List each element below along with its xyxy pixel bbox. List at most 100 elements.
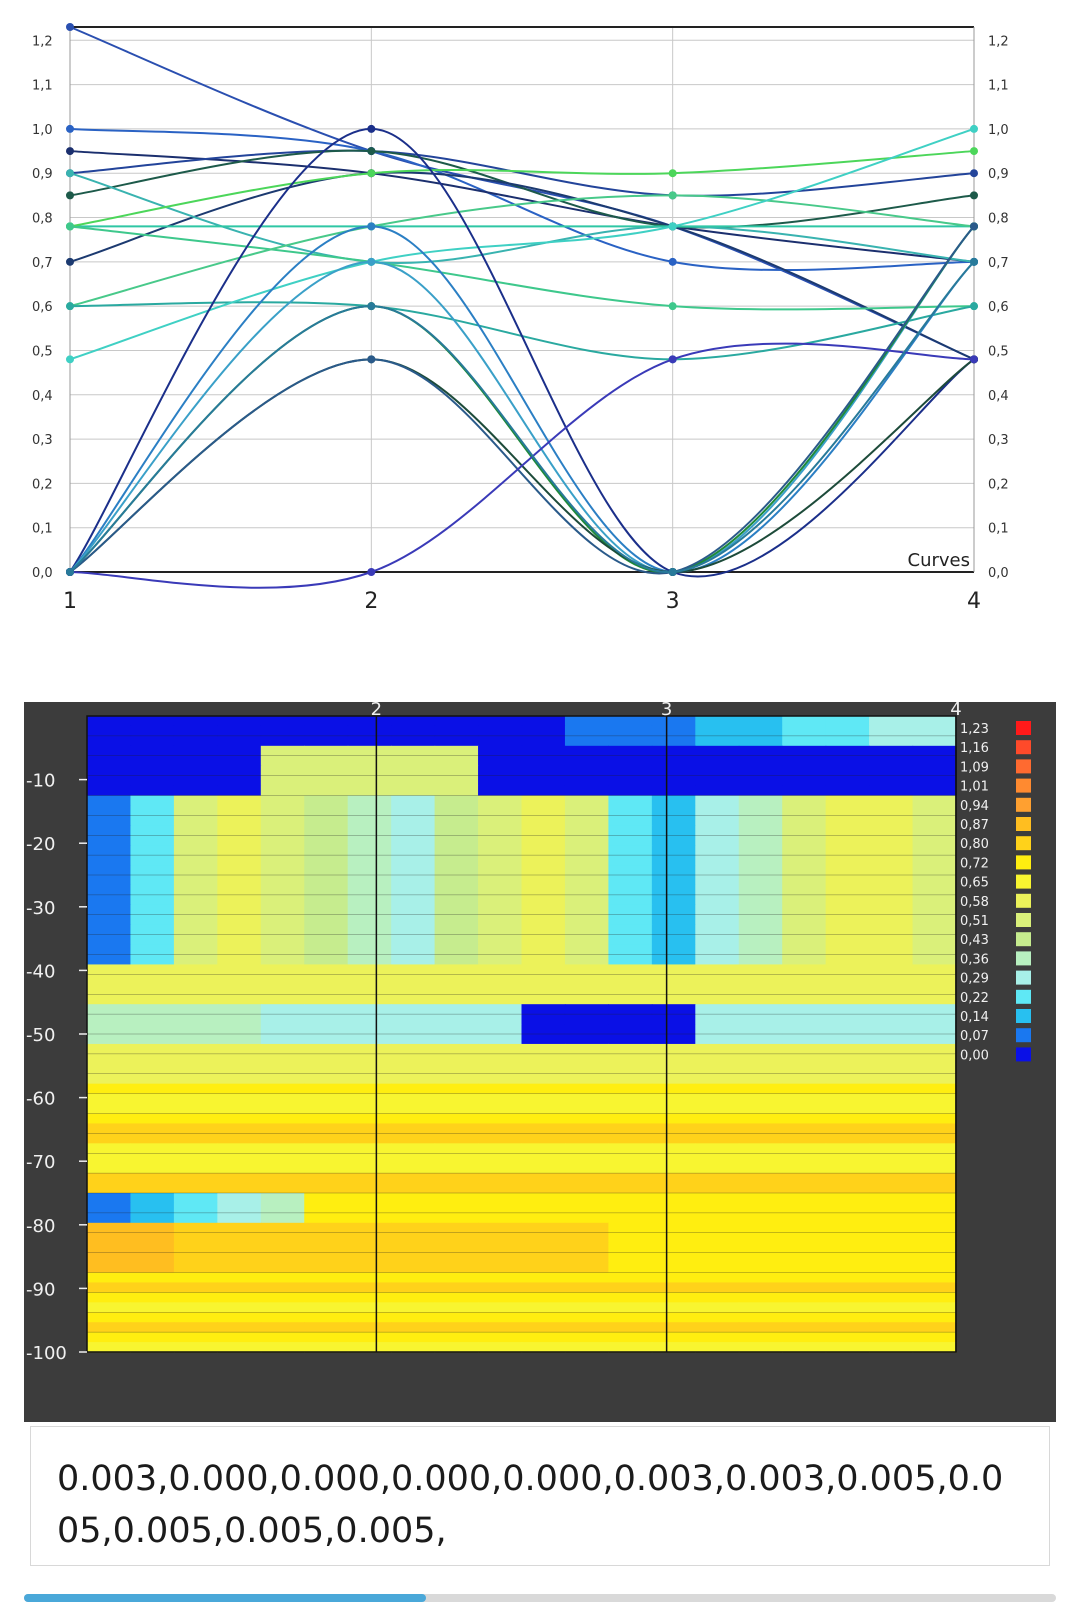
contour-cell <box>695 1133 740 1144</box>
contour-cell <box>521 884 566 896</box>
legend-label: 1,01 <box>960 780 989 795</box>
legend-swatch <box>1016 893 1031 908</box>
contour-cell <box>478 795 523 807</box>
contour-cell <box>391 745 436 757</box>
contour-cell <box>478 1173 523 1184</box>
contour-cell <box>825 974 870 985</box>
contour-cell <box>260 964 305 975</box>
contour-cell <box>347 1093 392 1105</box>
contour-cell <box>564 1043 609 1055</box>
contour-cell <box>564 725 609 737</box>
contour-cell <box>87 1103 132 1115</box>
contour-cell <box>87 1133 132 1144</box>
contour-cell <box>173 1113 218 1125</box>
contour-cell <box>651 1034 696 1045</box>
contour-cell <box>651 1113 696 1125</box>
contour-cell <box>825 825 870 836</box>
contour-cell <box>738 964 783 975</box>
contour-cell <box>564 944 609 956</box>
series-line <box>69 261 975 574</box>
contour-cell <box>391 1302 436 1313</box>
contour-cell <box>608 924 653 936</box>
contour-cell <box>608 1202 653 1214</box>
contour-cell <box>130 1342 175 1353</box>
contour-cell <box>738 1232 783 1244</box>
contour-cell <box>347 1242 392 1254</box>
contour-cell <box>738 795 783 807</box>
contour-cell <box>434 1232 479 1244</box>
contour-cell <box>738 924 783 936</box>
contour-cell <box>130 1202 175 1214</box>
contour-cell <box>695 1332 740 1343</box>
contour-cell <box>173 984 218 995</box>
contour-cell <box>347 1153 392 1164</box>
contour-cell <box>825 1292 870 1303</box>
series-point <box>66 191 74 200</box>
contour-cell <box>304 735 349 747</box>
contour-cell <box>912 974 957 985</box>
contour-cell <box>217 1004 262 1015</box>
contour-cell <box>130 1222 175 1234</box>
contour-cell <box>391 904 436 916</box>
contour-cell <box>260 1093 305 1105</box>
contour-cell <box>738 745 783 757</box>
contour-cell <box>695 1173 740 1184</box>
contour-cell <box>738 1302 783 1313</box>
contour-cell <box>521 745 566 757</box>
contour-cell <box>695 1202 740 1214</box>
contour-cell <box>173 716 218 727</box>
contour-cell <box>130 1242 175 1254</box>
contour-cell <box>869 944 914 956</box>
contour-cell <box>217 1183 262 1194</box>
contour-cell <box>87 934 132 946</box>
contour-cell <box>130 1173 175 1184</box>
contour-cell <box>391 1153 436 1164</box>
contour-cell <box>478 1014 523 1025</box>
contour-cell <box>391 1133 436 1144</box>
contour-cell <box>521 1262 566 1274</box>
contour-cell <box>825 964 870 975</box>
contour-cell <box>564 845 609 856</box>
contour-cell <box>869 1232 914 1244</box>
contour-cell <box>651 1202 696 1214</box>
contour-cell <box>695 1282 740 1293</box>
contour-cell <box>782 1322 827 1333</box>
contour-cell <box>608 1332 653 1343</box>
contour-cell <box>217 1053 262 1065</box>
contour-cell <box>608 984 653 995</box>
contour-cell <box>695 745 740 757</box>
contour-cell <box>130 1312 175 1323</box>
contour-cell <box>478 1262 523 1274</box>
contour-cell <box>173 1163 218 1174</box>
contour-cell <box>87 914 132 926</box>
contour-cell <box>651 1024 696 1035</box>
contour-cell <box>130 1034 175 1045</box>
contour-cell <box>869 845 914 856</box>
contour-cell <box>304 1123 349 1134</box>
contour-cell <box>347 944 392 956</box>
contour-cell <box>695 1312 740 1323</box>
contour-cell <box>608 875 653 886</box>
contour-cell <box>87 735 132 747</box>
contour-cell <box>217 934 262 946</box>
contour-cell <box>608 1193 653 1204</box>
contour-cell <box>651 775 696 787</box>
contour-cell <box>738 735 783 747</box>
series-point <box>367 147 376 156</box>
contour-cell <box>695 765 740 777</box>
contour-cell <box>869 735 914 747</box>
contour-cell <box>260 984 305 995</box>
contour-cell <box>912 1312 957 1323</box>
contour-cell <box>260 1282 305 1293</box>
contour-cell <box>434 1222 479 1234</box>
y-tick-label-right: 0,2 <box>988 477 1009 492</box>
contour-cell <box>521 974 566 985</box>
contour-cell <box>869 1222 914 1234</box>
contour-cell <box>651 1322 696 1333</box>
contour-cell <box>478 914 523 926</box>
contour-cell <box>651 1004 696 1015</box>
contour-cell <box>478 1103 523 1115</box>
contour-cell <box>304 884 349 896</box>
contour-cell <box>651 914 696 926</box>
contour-cell <box>608 1173 653 1184</box>
